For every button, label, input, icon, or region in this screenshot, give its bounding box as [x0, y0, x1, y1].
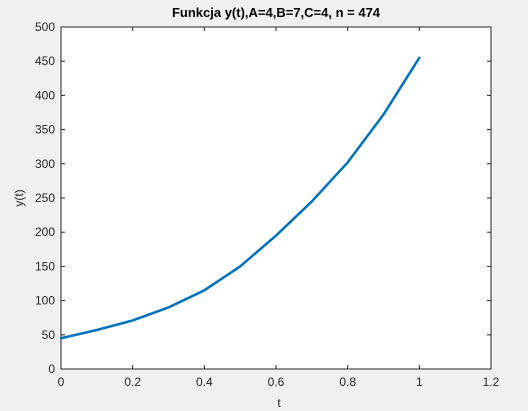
y-tick-label: 150: [35, 259, 55, 273]
y-tick-label: 450: [35, 54, 55, 68]
x-tick-label: 0.8: [339, 375, 356, 389]
series-group: [59, 56, 421, 340]
x-tick-label: 0.4: [196, 375, 213, 389]
x-tick-label: 0.6: [268, 375, 285, 389]
y-tick-label: 200: [35, 225, 55, 239]
y-tick-label: 50: [42, 328, 56, 342]
y-tick-label: 300: [35, 157, 55, 171]
x-tick-label: 0.2: [124, 375, 141, 389]
y-tick-label: 350: [35, 123, 55, 137]
y-tick-label: 100: [35, 294, 55, 308]
chart-title: Funkcja y(t),A=4,B=7,C=4, n = 474: [172, 5, 381, 20]
series-line-0: [59, 56, 421, 340]
y-tick-label: 500: [35, 20, 55, 34]
y-tick-label: 400: [35, 88, 55, 102]
plot-area: [60, 26, 492, 370]
x-tick-label: 1.2: [483, 375, 500, 389]
x-axis-label: t: [277, 396, 281, 410]
y-tick-label: 0: [48, 362, 55, 376]
y-axis-label: y(t): [12, 189, 26, 206]
y-tick-label: 250: [35, 191, 55, 205]
x-tick-label: 0: [58, 375, 65, 389]
tick-group: 0 0.2 0.4 0.6 0.8 1 1.2 0 50 100 150 200 250 300 350 40…: [35, 20, 500, 389]
x-tick-label: 1: [416, 375, 423, 389]
